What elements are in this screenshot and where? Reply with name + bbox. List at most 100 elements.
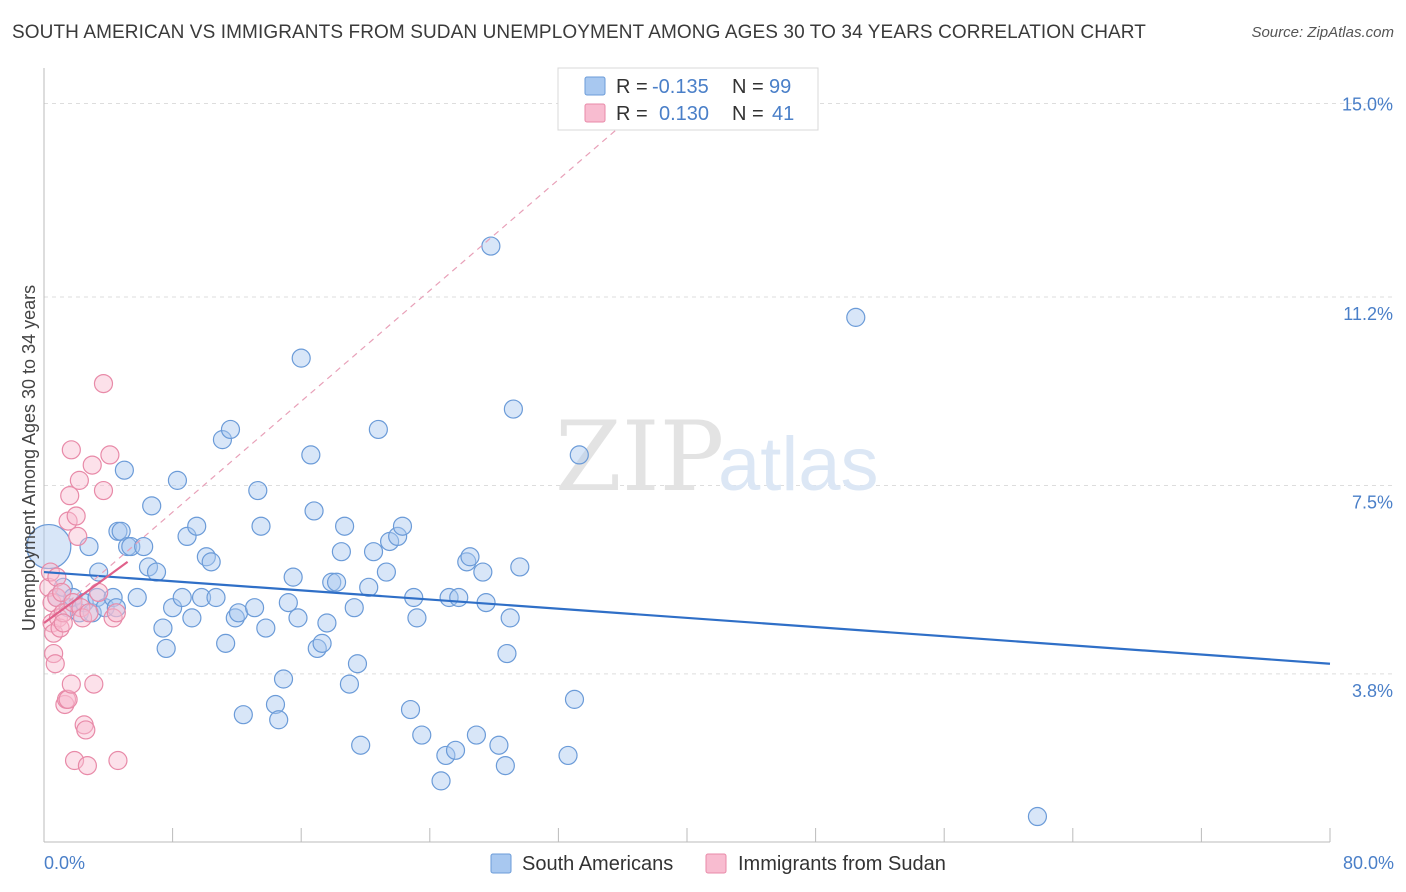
y-tick-labels: 3.8% 7.5% 11.2% 15.0% (1342, 94, 1393, 700)
legend-n-value-1: 41 (772, 103, 794, 125)
point-sudan-23 (66, 506, 86, 526)
bottom-legend-label-south-americans: South Americans (522, 853, 673, 875)
legend-n-label-1: N = (732, 103, 764, 125)
point-south-americans-96 (846, 307, 866, 327)
legend-r-value-1: 0.130 (659, 103, 709, 125)
point-south-americans-22 (146, 562, 167, 582)
point-south-americans-19 (134, 536, 154, 557)
point-sudan-19 (61, 440, 81, 460)
point-south-americans-86 (481, 236, 501, 256)
legend-box: R = -0.135 N = 99 R = 0.130 N = 41 (557, 67, 819, 131)
legend-r-value-0: -0.135 (652, 76, 709, 98)
point-south-americans-44 (256, 618, 276, 638)
point-sudan-30 (77, 755, 98, 776)
point-south-americans-51 (291, 348, 311, 368)
y-tick-label-0: 3.8% (1352, 681, 1393, 701)
point-south-americans-98 (114, 460, 134, 480)
point-south-americans-56 (317, 613, 337, 633)
point-south-americans-67 (368, 419, 388, 440)
point-south-americans-58 (326, 572, 347, 592)
point-south-americans-0 (26, 523, 72, 570)
point-sudan-10 (50, 618, 70, 638)
point-south-americans-35 (212, 430, 233, 450)
point-south-americans-93 (558, 745, 578, 766)
bottom-legend-label-sudan: Immigrants from Sudan (738, 853, 946, 875)
point-south-americans-64 (351, 735, 371, 755)
grid-lines (44, 102, 1395, 675)
point-south-americans-82 (460, 547, 480, 567)
point-sudan-20 (61, 674, 81, 694)
point-south-americans-42 (248, 480, 268, 501)
point-sudan-32 (82, 455, 102, 475)
point-south-americans-52 (301, 445, 321, 465)
watermark-zip: ZIP (555, 401, 724, 513)
point-south-americans-27 (172, 587, 192, 608)
point-sudan-16 (58, 689, 78, 709)
point-sudan-5 (44, 643, 64, 664)
point-sudan-13 (53, 613, 73, 633)
point-south-americans-92 (503, 399, 523, 419)
point-south-americans-68 (376, 562, 396, 582)
point-sudan-17 (60, 486, 80, 506)
point-south-americans-55 (312, 633, 332, 653)
point-south-americans-29 (182, 608, 202, 628)
point-south-americans-65 (359, 577, 379, 597)
bottom-legend-swatch-sudan (705, 853, 727, 874)
point-south-americans-28 (177, 526, 197, 547)
point-south-americans-70 (388, 526, 408, 547)
legend-r-label-1: R = (616, 103, 648, 125)
point-south-americans-97 (1027, 806, 1048, 827)
point-south-americans-71 (392, 516, 413, 536)
point-south-americans-40 (233, 705, 253, 725)
point-south-americans-84 (473, 562, 493, 582)
point-south-americans-36 (216, 633, 236, 653)
point-south-americans-34 (206, 587, 226, 608)
point-south-americans-31 (191, 587, 212, 608)
point-south-americans-26 (167, 470, 188, 490)
point-sudan-39 (93, 374, 114, 394)
point-south-americans-45 (265, 694, 286, 715)
legend-swatch-south-americans (584, 76, 606, 96)
point-south-americans-62 (344, 598, 364, 618)
x-tick-labels: 0.0% 80.0% (44, 853, 1394, 873)
axes (43, 68, 1331, 843)
legend-r-label-0: R = (616, 76, 648, 98)
point-south-americans-25 (163, 598, 183, 618)
point-south-americans-76 (431, 771, 451, 791)
trend-lines (43, 103, 1331, 665)
point-south-americans-91 (510, 557, 530, 577)
point-south-americans-23 (153, 618, 173, 638)
point-sudan-29 (76, 720, 96, 740)
point-sudan-22 (64, 750, 85, 771)
point-sudan-34 (89, 582, 109, 603)
point-south-americans-33 (201, 552, 221, 572)
bottom-legend-swatch-south-americans (490, 853, 512, 874)
point-sudan-38 (106, 603, 126, 623)
point-south-americans-38 (225, 608, 245, 628)
point-south-americans-89 (497, 643, 517, 664)
point-sudan-12 (53, 603, 73, 623)
point-sudan-6 (45, 654, 65, 674)
source-credit: Source: ZipAtlas.com (1251, 24, 1394, 41)
point-south-americans-46 (269, 710, 289, 730)
point-south-americans-90 (500, 608, 520, 628)
point-sudan-36 (100, 445, 120, 465)
point-south-americans-63 (347, 654, 368, 674)
point-south-americans-61 (339, 674, 360, 694)
point-south-americans-75 (412, 725, 432, 745)
point-south-americans-81 (457, 552, 477, 572)
data-points (26, 236, 1048, 827)
trend-line-south-americans (43, 570, 1331, 665)
point-south-americans-72 (400, 699, 421, 720)
watermark-atlas: atlas (718, 422, 879, 507)
point-south-americans-87 (489, 735, 509, 755)
point-south-americans-47 (273, 669, 294, 689)
point-south-americans-30 (187, 516, 207, 536)
point-south-americans-24 (156, 638, 176, 659)
point-south-americans-53 (304, 501, 324, 521)
point-south-americans-21 (142, 496, 162, 516)
point-south-americans-49 (283, 567, 303, 587)
legend-n-label-0: N = (732, 76, 764, 98)
point-sudan-40 (108, 750, 128, 771)
